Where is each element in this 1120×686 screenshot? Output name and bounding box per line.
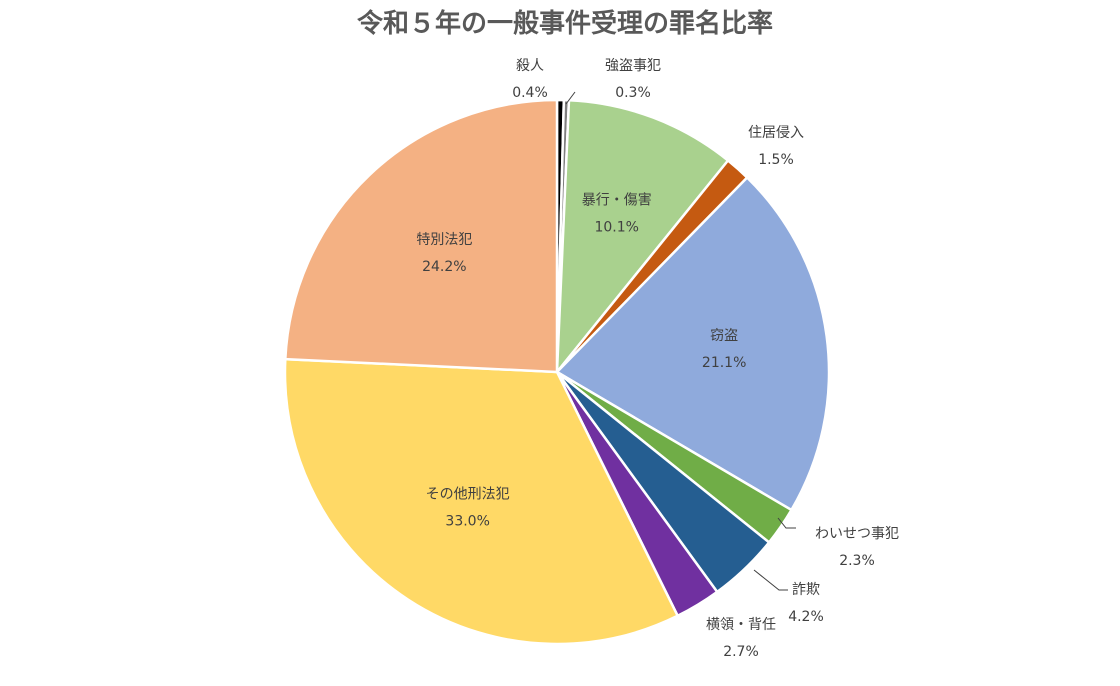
slice-value-label: 0.3% bbox=[615, 85, 651, 101]
slice-value-label: 24.2% bbox=[422, 259, 466, 275]
leader-line bbox=[565, 91, 576, 105]
slice-name-label: 窃盗 bbox=[710, 328, 738, 344]
pie-slice bbox=[283, 357, 680, 646]
leader-lines bbox=[565, 91, 796, 591]
leader-line bbox=[753, 569, 788, 591]
pie-slice bbox=[555, 98, 730, 376]
pie-slice bbox=[283, 98, 559, 374]
slice-value-label: 2.3% bbox=[839, 553, 875, 569]
slice-name-label: その他刑法犯 bbox=[426, 487, 510, 503]
slice-name-label: 詐欺 bbox=[792, 582, 820, 598]
slice-name-label: 殺人 bbox=[516, 58, 544, 74]
slice-value-label: 10.1% bbox=[594, 219, 638, 235]
slice-value-label: 2.7% bbox=[723, 644, 759, 660]
slice-name-label: 特別法犯 bbox=[416, 232, 472, 248]
slice-labels: 殺人 0.4% 強盗事犯 0.3% 暴行・傷害 10.1% 住居侵入 1.5% 窃盗 21.1% わ… bbox=[416, 58, 899, 660]
leader-line bbox=[777, 517, 796, 529]
slice-name-label: 横領・背任 bbox=[706, 616, 776, 633]
pie-slice bbox=[554, 175, 831, 512]
slice-name-label: わいせつ事犯 bbox=[815, 526, 899, 542]
slice-name-label: 強盗事犯 bbox=[605, 58, 661, 74]
slice-value-label: 4.2% bbox=[788, 609, 824, 625]
slice-value-label: 33.0% bbox=[445, 514, 489, 530]
slice-value-label: 21.1% bbox=[702, 355, 746, 371]
slice-value-label: 0.4% bbox=[512, 85, 548, 101]
pie-slices bbox=[283, 98, 831, 646]
chart-title: 令和５年の一般事件受理の罪名比率 bbox=[357, 8, 773, 39]
slice-name-label: 暴行・傷害 bbox=[582, 192, 652, 208]
slice-name-label: 住居侵入 bbox=[748, 124, 804, 141]
slice-value-label: 1.5% bbox=[758, 152, 794, 168]
